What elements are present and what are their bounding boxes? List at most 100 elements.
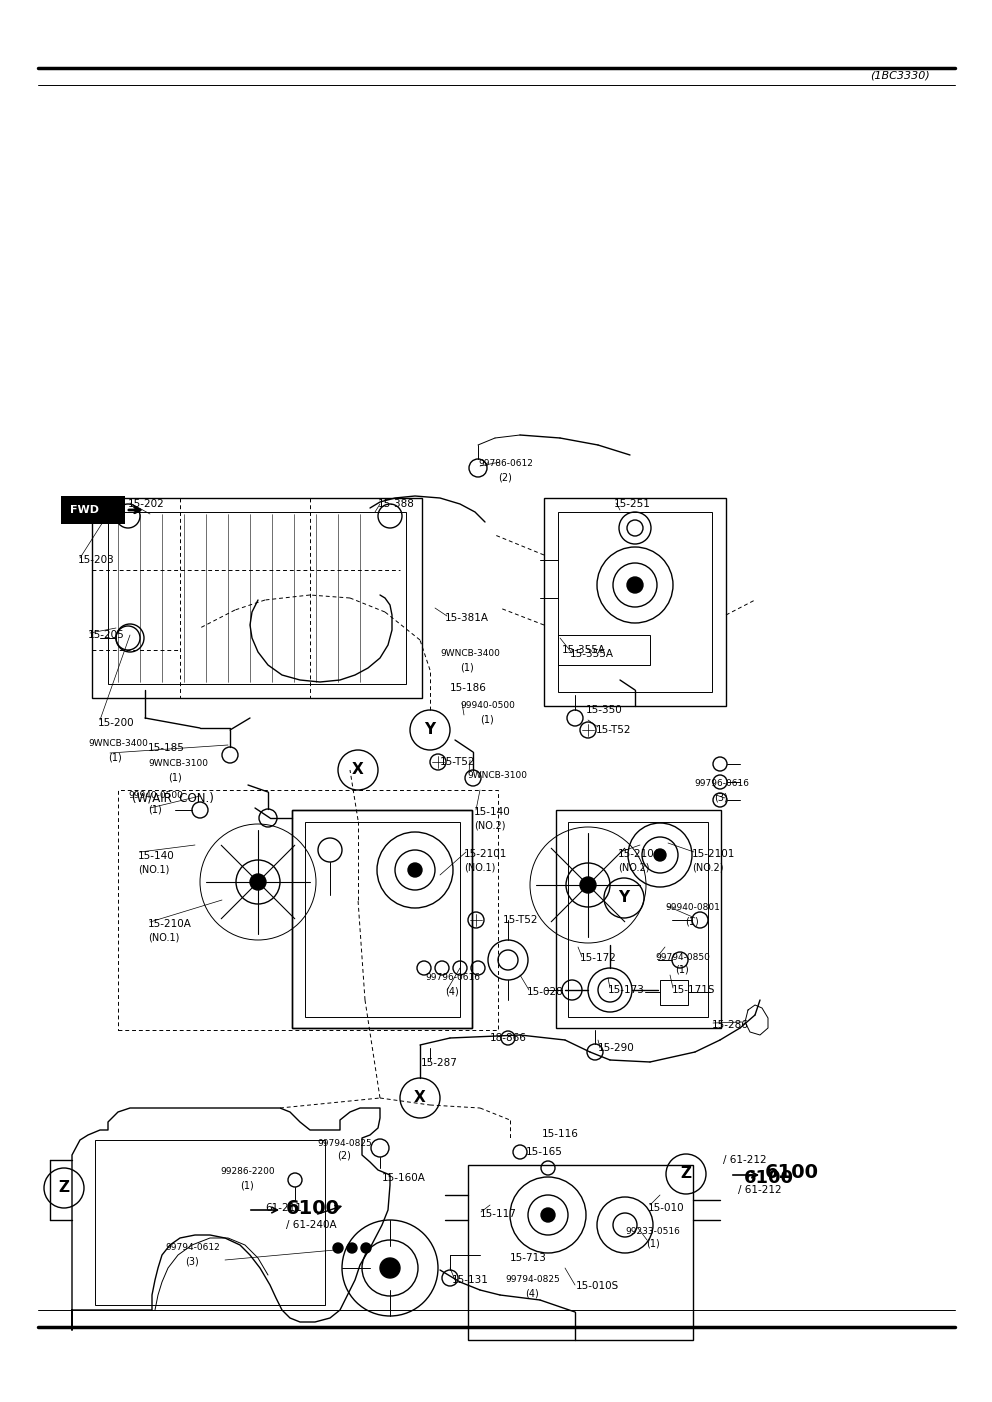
- Text: 99796-0616: 99796-0616: [694, 780, 749, 788]
- Text: (1): (1): [168, 773, 182, 782]
- Text: (2): (2): [498, 472, 512, 484]
- Text: 15-165: 15-165: [526, 1147, 562, 1157]
- Text: 15-2101: 15-2101: [692, 850, 735, 859]
- Text: (NO.2): (NO.2): [692, 864, 723, 873]
- Text: 15-388: 15-388: [378, 499, 415, 509]
- Text: 9WNCB-3100: 9WNCB-3100: [148, 760, 208, 768]
- Text: Z: Z: [681, 1166, 691, 1182]
- Text: 15-203: 15-203: [78, 555, 115, 565]
- Text: 15-200: 15-200: [98, 718, 135, 728]
- Bar: [544, 498, 726, 707]
- Text: 15-355A: 15-355A: [570, 649, 614, 659]
- Text: 15-010S: 15-010S: [576, 1281, 619, 1291]
- Text: (1): (1): [646, 1239, 660, 1249]
- Text: 61-211: 61-211: [265, 1203, 302, 1213]
- Text: 99786-0612: 99786-0612: [478, 460, 533, 468]
- Text: 99940-0801: 99940-0801: [665, 903, 720, 913]
- Text: / 61-212: / 61-212: [738, 1185, 782, 1195]
- Circle shape: [580, 878, 596, 893]
- Text: / 61-212: / 61-212: [723, 1155, 767, 1165]
- Circle shape: [347, 1244, 357, 1253]
- Bar: [305, 822, 460, 1016]
- Bar: [292, 810, 472, 1028]
- Text: 99794-0850: 99794-0850: [655, 952, 710, 962]
- Circle shape: [627, 578, 643, 593]
- Text: 15-T52: 15-T52: [596, 725, 632, 735]
- Text: 99794-0612: 99794-0612: [165, 1244, 220, 1252]
- Text: (1): (1): [460, 663, 474, 673]
- Text: (1): (1): [675, 965, 688, 974]
- Text: (3): (3): [714, 794, 728, 803]
- Text: Z: Z: [59, 1180, 69, 1196]
- Text: / 61-240A: / 61-240A: [286, 1220, 336, 1230]
- Text: 15-160A: 15-160A: [382, 1173, 426, 1183]
- Text: 15-140: 15-140: [474, 808, 511, 817]
- Text: 15-140: 15-140: [138, 851, 175, 861]
- Text: 9WNCB-3400: 9WNCB-3400: [440, 649, 500, 659]
- Text: 15-251: 15-251: [614, 499, 651, 509]
- Bar: [92, 498, 422, 698]
- Text: 99233-0516: 99233-0516: [625, 1227, 680, 1235]
- Text: (4): (4): [525, 1288, 539, 1298]
- Text: 15-210A: 15-210A: [148, 918, 191, 930]
- Text: 15-116: 15-116: [542, 1129, 579, 1138]
- Text: FWD: FWD: [70, 505, 99, 515]
- Bar: [660, 980, 688, 1005]
- Text: 15-185: 15-185: [148, 743, 185, 753]
- Text: 15-173: 15-173: [608, 986, 645, 995]
- Text: (NO.2): (NO.2): [474, 822, 506, 831]
- Text: (2): (2): [337, 1151, 351, 1161]
- Text: 18-866: 18-866: [490, 1033, 527, 1043]
- Text: (1): (1): [148, 805, 162, 815]
- Text: 15-172: 15-172: [580, 953, 617, 963]
- Text: (NO.1): (NO.1): [138, 865, 170, 875]
- Text: 15-2101: 15-2101: [464, 850, 507, 859]
- Text: 15-202: 15-202: [128, 499, 165, 509]
- Bar: [292, 810, 472, 1028]
- Text: 99286-2200: 99286-2200: [220, 1168, 275, 1176]
- Text: 6100: 6100: [286, 1199, 340, 1217]
- Text: (4): (4): [445, 987, 458, 997]
- Text: 15-713: 15-713: [510, 1253, 547, 1263]
- Circle shape: [380, 1258, 400, 1279]
- Bar: [95, 1140, 325, 1305]
- Text: 15-131: 15-131: [452, 1274, 489, 1286]
- Circle shape: [250, 873, 266, 890]
- Text: (3): (3): [185, 1258, 198, 1267]
- Bar: [468, 1165, 693, 1340]
- Text: 9WNCB-3400: 9WNCB-3400: [88, 739, 148, 749]
- Text: 6100: 6100: [765, 1164, 819, 1182]
- Text: X: X: [352, 763, 364, 778]
- Bar: [118, 789, 498, 1030]
- Text: (W/AIR  CON.): (W/AIR CON.): [132, 792, 214, 805]
- Text: Y: Y: [618, 890, 630, 906]
- Text: (1BC3330): (1BC3330): [870, 70, 930, 80]
- Text: 9WNCB-3100: 9WNCB-3100: [467, 771, 527, 781]
- Text: (NO.1): (NO.1): [148, 932, 180, 944]
- Text: 99796-0616: 99796-0616: [425, 973, 480, 983]
- Text: 15-117: 15-117: [480, 1209, 517, 1218]
- Text: 15-355A: 15-355A: [562, 645, 606, 655]
- Text: 15-171S: 15-171S: [672, 986, 715, 995]
- Text: 15-286: 15-286: [712, 1021, 749, 1030]
- Text: 99940-0500: 99940-0500: [460, 701, 515, 711]
- Text: 15-T52: 15-T52: [503, 916, 539, 925]
- Text: (NO.1): (NO.1): [464, 864, 495, 873]
- Text: 99794-0825: 99794-0825: [505, 1274, 559, 1283]
- Circle shape: [541, 1209, 555, 1223]
- Text: 15-205: 15-205: [88, 629, 125, 639]
- Text: (1): (1): [108, 753, 122, 763]
- Text: (1): (1): [685, 917, 698, 927]
- Bar: [108, 512, 406, 684]
- Text: 15-186: 15-186: [450, 683, 487, 693]
- Text: 6100: 6100: [744, 1169, 794, 1187]
- Text: 15-290: 15-290: [598, 1043, 635, 1053]
- Circle shape: [333, 1244, 343, 1253]
- Bar: [556, 810, 721, 1028]
- Bar: [558, 512, 712, 693]
- Text: (1): (1): [480, 715, 494, 725]
- Text: 15-350: 15-350: [586, 705, 623, 715]
- Text: 15-287: 15-287: [421, 1059, 458, 1068]
- FancyBboxPatch shape: [61, 496, 125, 524]
- Text: (NO.2): (NO.2): [618, 864, 650, 873]
